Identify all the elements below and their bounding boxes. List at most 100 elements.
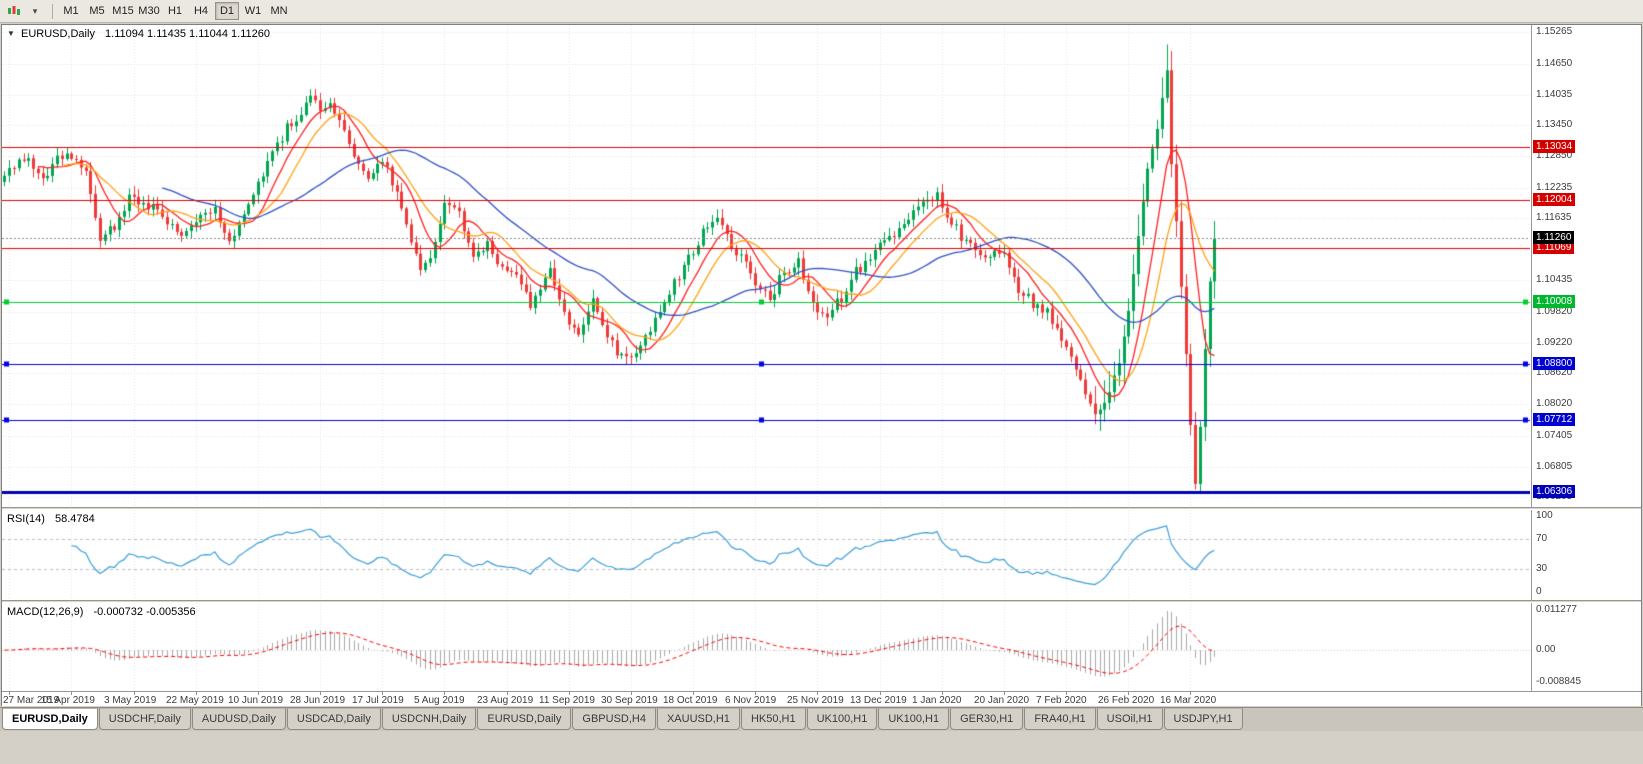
chart-tab[interactable]: USDCHF,Daily: [98, 708, 191, 730]
panel-splitter[interactable]: [2, 507, 1641, 510]
rsi-title: RSI(14) 58.4784: [7, 513, 95, 525]
macd-axis-tick-label: 0.00: [1536, 644, 1556, 655]
timeframe-button-H1[interactable]: H1: [167, 5, 183, 17]
chart-tab[interactable]: USOil,H1: [1096, 708, 1163, 730]
time-axis-tick: [134, 692, 135, 695]
time-axis-label: 7 Feb 2020: [1036, 695, 1087, 706]
toolbar-separator: [52, 3, 53, 19]
price-level-badge: 1.12004: [1533, 193, 1576, 206]
price-axis-tick-label: 1.06805: [1536, 461, 1573, 472]
time-axis-tick: [1066, 692, 1067, 695]
chart-tab[interactable]: USDCAD,Daily: [286, 708, 381, 730]
chart-tab[interactable]: GBPUSD,H4: [572, 708, 656, 730]
time-axis-tick: [382, 692, 383, 695]
time-axis-tick: [817, 692, 818, 695]
time-axis-label: 17 Jul 2019: [352, 695, 404, 706]
time-axis-label: 18 Oct 2019: [663, 695, 718, 706]
price-axis-tick-label: 1.09220: [1536, 337, 1573, 348]
price-level-badge: 1.11069: [1533, 241, 1575, 254]
timeframe-button-H4[interactable]: H4: [193, 5, 209, 17]
chart-tab[interactable]: EURUSD,Daily: [477, 708, 572, 730]
macd-title: MACD(12,26,9) -0.000732 -0.005356: [7, 606, 196, 618]
time-axis-label: 26 Feb 2020: [1098, 695, 1155, 706]
time-axis-tick: [444, 692, 445, 695]
time-axis-label: 3 May 2019: [104, 695, 157, 706]
timeframe-button-M5[interactable]: M5: [89, 5, 105, 17]
chart-tab[interactable]: HK50,H1: [740, 708, 806, 730]
panel-splitter[interactable]: [2, 600, 1641, 603]
time-axis-label: 30 Sep 2019: [601, 695, 658, 706]
time-axis-tick: [9, 692, 10, 695]
price-axis-tick-label: 1.08620: [1536, 367, 1573, 378]
price-axis[interactable]: 1.15265 1.14650 1.14035 1.13450 1.12850 1.122…: [1531, 25, 1641, 691]
time-axis-label: 5 Aug 2019: [414, 695, 465, 706]
macd-indicator-panel: MACD(12,26,9) -0.000732 -0.005356: [2, 603, 1530, 691]
price-axis-tick-label: 1.07405: [1536, 430, 1573, 441]
macd-indicator-canvas[interactable]: [2, 603, 1530, 691]
chart-dropdown-caret-icon[interactable]: ▾: [32, 5, 38, 16]
timeframe-button-W1[interactable]: W1: [244, 5, 262, 17]
price-level-badge: 1.11260: [1533, 231, 1575, 244]
rsi-indicator-canvas[interactable]: [2, 510, 1530, 600]
timeframe-button-M30[interactable]: M30: [138, 5, 160, 17]
chart-tab[interactable]: FRA40,H1: [1024, 708, 1096, 730]
macd-values: -0.000732 -0.005356: [93, 606, 196, 618]
time-axis-label: 25 Nov 2019: [787, 695, 844, 706]
timeframe-button-M1[interactable]: M1: [63, 5, 79, 17]
chart-tabs-bar: EURUSD,Daily USDCHF,Daily AUDUSD,Daily USDC…: [0, 707, 1643, 731]
time-axis-label: 15 Apr 2019: [41, 695, 95, 706]
chart-tab[interactable]: EURUSD,Daily: [2, 708, 98, 730]
rsi-axis-tick-label: 100: [1536, 510, 1553, 521]
price-axis-tick-label: 1.09820: [1536, 306, 1573, 317]
time-axis-label: 13 Dec 2019: [850, 695, 907, 706]
price-axis-tick-label: 1.10435: [1536, 274, 1573, 285]
time-axis-tick: [631, 692, 632, 695]
candlestick-glyph: [8, 6, 20, 15]
time-axis-tick: [258, 692, 259, 695]
timeframe-button-M15[interactable]: M15: [112, 5, 134, 17]
time-axis-label: 10 Jun 2019: [228, 695, 284, 706]
time-axis-label: 28 Jun 2019: [290, 695, 346, 706]
chart-tab[interactable]: AUDUSD,Daily: [191, 708, 286, 730]
chart-window: ▼ EURUSD,Daily 1.11094 1.11435 1.11044 1…: [1, 24, 1642, 706]
price-axis-tick-label: 1.12235: [1536, 182, 1573, 193]
time-axis-tick: [320, 692, 321, 695]
macd-label: MACD(12,26,9): [7, 606, 84, 618]
time-axis-label: 16 Mar 2020: [1160, 695, 1217, 706]
axis-corner: [1531, 691, 1641, 706]
price-axis-tick-label: 1.14650: [1536, 58, 1573, 69]
timeframe-buttons-group: M1 M5 M15 M30 H1 H4 D1 W1 MN: [59, 2, 293, 20]
price-level-badge: 1.13034: [1533, 140, 1576, 153]
time-axis-tick: [1004, 692, 1005, 695]
time-axis-tick: [1128, 692, 1129, 695]
rsi-value: 58.4784: [54, 513, 95, 525]
chart-tab[interactable]: USDCNH,Daily: [381, 708, 477, 730]
price-chart-canvas[interactable]: [2, 25, 1530, 507]
time-axis-label: 27 Mar 2019: [3, 695, 60, 706]
timeframe-button-MN[interactable]: MN: [270, 5, 288, 17]
rsi-label: RSI(14): [7, 513, 45, 525]
time-axis-label: 22 May 2019: [166, 695, 224, 706]
time-axis-label: 11 Sep 2019: [539, 695, 595, 706]
time-axis-tick: [693, 692, 694, 695]
time-axis-tick: [880, 692, 881, 695]
price-level-badge: 1.07712: [1533, 413, 1576, 426]
chart-tab[interactable]: UK100,H1: [878, 708, 950, 730]
timeframe-button-D1[interactable]: D1: [215, 2, 239, 20]
time-axis-tick: [71, 692, 72, 695]
chart-ohlc-readout: 1.11094 1.11435 1.11044 1.11260: [105, 28, 270, 40]
chart-tab[interactable]: UK100,H1: [806, 708, 878, 730]
chart-tab[interactable]: USDJPY,H1: [1163, 708, 1243, 730]
rsi-axis-tick-label: 30: [1536, 563, 1548, 574]
price-axis-tick-label: 1.11635: [1536, 212, 1572, 223]
rsi-axis-tick-label: 70: [1536, 533, 1548, 544]
price-axis-tick-label: 1.14035: [1536, 89, 1573, 100]
time-axis[interactable]: 27 Mar 2019 15 Apr 2019 3 May 2019 22 May 2…: [2, 691, 1531, 706]
chart-type-icon[interactable]: [4, 2, 24, 20]
price-axis-tick-label: 1.08020: [1536, 398, 1573, 409]
chart-tab[interactable]: GER30,H1: [950, 708, 1024, 730]
time-axis-tick: [196, 692, 197, 695]
collapse-caret-icon[interactable]: ▼: [7, 29, 15, 38]
chart-tab[interactable]: XAUUSD,H1: [656, 708, 740, 730]
time-axis-tick: [507, 692, 508, 695]
